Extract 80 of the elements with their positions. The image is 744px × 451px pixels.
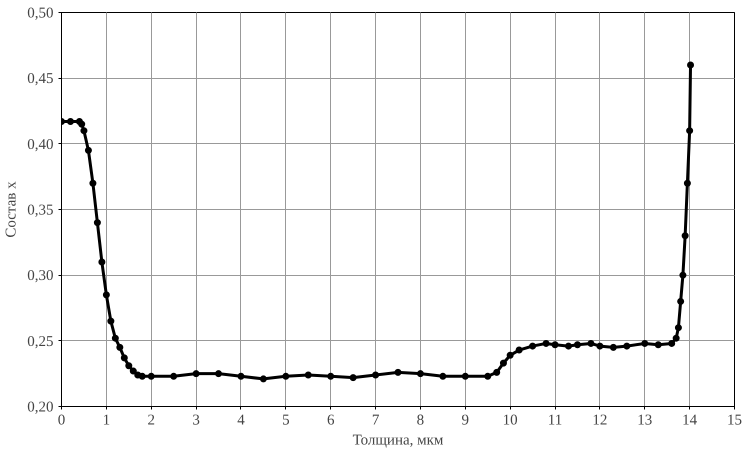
point [484,372,492,380]
point [416,370,424,378]
x-tick-label: 14 [682,412,698,428]
point [125,362,132,370]
point [102,291,110,298]
point [623,342,630,350]
point [674,324,682,332]
y-tick-label: 0,40 [27,136,54,153]
point [654,341,662,348]
x-tick-label: 1 [102,412,110,428]
y-tick-label: 0,25 [27,334,54,350]
point [462,372,469,380]
x-tick-label: 15 [727,412,742,428]
point [237,372,244,380]
x-tick-label: 9 [462,412,470,428]
point [516,346,523,354]
point [686,127,694,134]
y-tick-label: 0,30 [27,268,54,284]
point [130,368,137,375]
point [677,298,684,305]
point [668,340,676,347]
x-tick-label: 13 [637,412,652,428]
point [192,370,200,378]
y-tick-label: 0,45 [27,71,54,88]
point [596,342,604,350]
point [641,340,648,347]
x-tick-label: 3 [192,412,200,428]
point [80,127,88,134]
point [116,344,124,351]
y-axis-title: Состав x [3,180,20,238]
point [98,258,106,266]
point [215,370,222,378]
point [350,374,357,382]
point [107,318,114,325]
x-tick-label: 0 [58,412,66,428]
x-tick-label: 7 [372,412,380,428]
x-tick-label: 2 [147,412,155,428]
x-tick-label: 12 [592,412,608,428]
point [493,368,500,376]
point [679,272,686,279]
point [89,180,96,187]
point [66,118,74,125]
point [170,372,178,380]
point [84,146,92,154]
point [94,219,101,226]
point [506,352,514,359]
point [682,232,689,240]
point [304,371,312,378]
y-tick-label: 0,35 [27,202,54,218]
point [610,344,617,351]
point [138,372,146,380]
point [529,342,536,350]
point [552,341,559,348]
x-tick-label: 5 [282,412,290,428]
point [574,341,581,348]
point [687,62,694,69]
point [587,340,594,347]
point [439,372,446,380]
point [78,120,86,128]
x-tick-label: 6 [326,412,335,428]
point [327,372,334,380]
x-tick-label: 8 [416,412,424,428]
point [148,372,155,380]
point [564,342,572,350]
point [684,180,691,187]
x-tick-label: 11 [548,412,562,428]
y-tick-label: 0,20 [27,400,54,416]
x-tick-label: 4 [237,412,246,428]
point [112,334,119,342]
point [394,368,402,376]
x-axis-title: Толщина, мкм [352,432,444,448]
point [282,372,290,380]
point [672,334,680,342]
y-tick-label: 0,50 [27,6,54,22]
point [542,340,550,347]
point [372,371,380,378]
point [120,354,128,362]
point [260,375,267,382]
point [500,360,507,367]
x-tick-label: 10 [502,412,518,428]
